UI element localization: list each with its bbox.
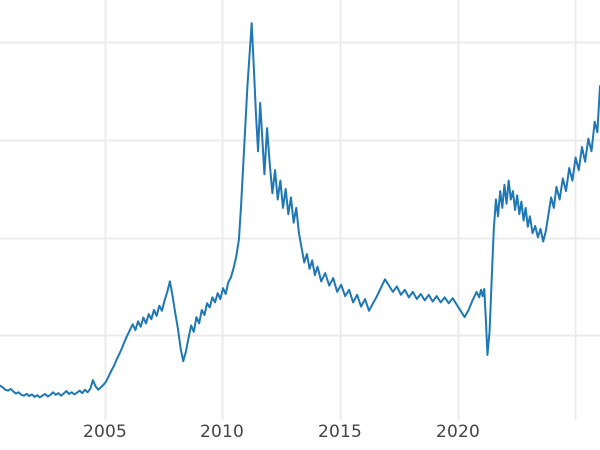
x-tick-label-2015: 2015	[317, 422, 363, 442]
x-tick-label-2005: 2005	[82, 422, 128, 442]
data-series-line	[0, 22, 600, 399]
x-axis-tick-labels: 2005 2010 2015 2020	[0, 420, 600, 450]
plot-area	[0, 0, 600, 420]
x-tick-label-2020: 2020	[435, 422, 481, 442]
line-chart-svg	[0, 0, 600, 420]
vertical-gridlines	[104, 0, 577, 420]
x-tick-label-2010: 2010	[199, 422, 245, 442]
